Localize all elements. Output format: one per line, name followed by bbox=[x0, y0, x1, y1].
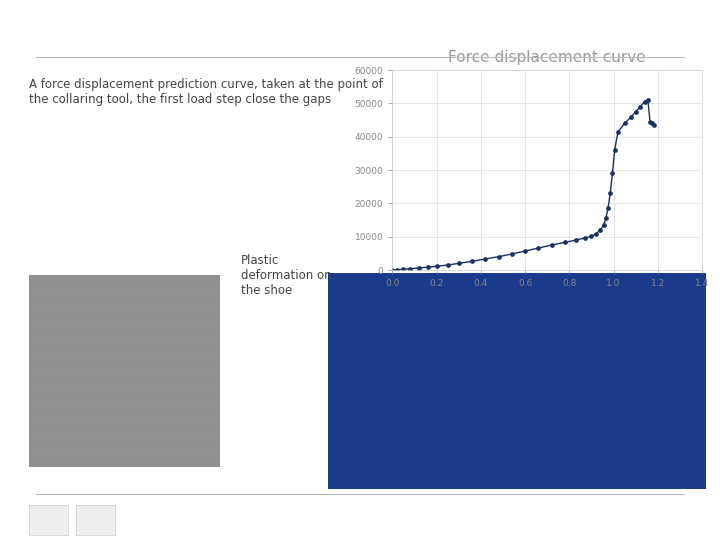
Text: Plastic
deformation on
the shoe: Plastic deformation on the shoe bbox=[241, 254, 332, 297]
Title: Force displacement curve: Force displacement curve bbox=[449, 50, 646, 65]
Text: A force displacement prediction curve, taken at the point of
the collaring tool,: A force displacement prediction curve, t… bbox=[29, 78, 382, 106]
